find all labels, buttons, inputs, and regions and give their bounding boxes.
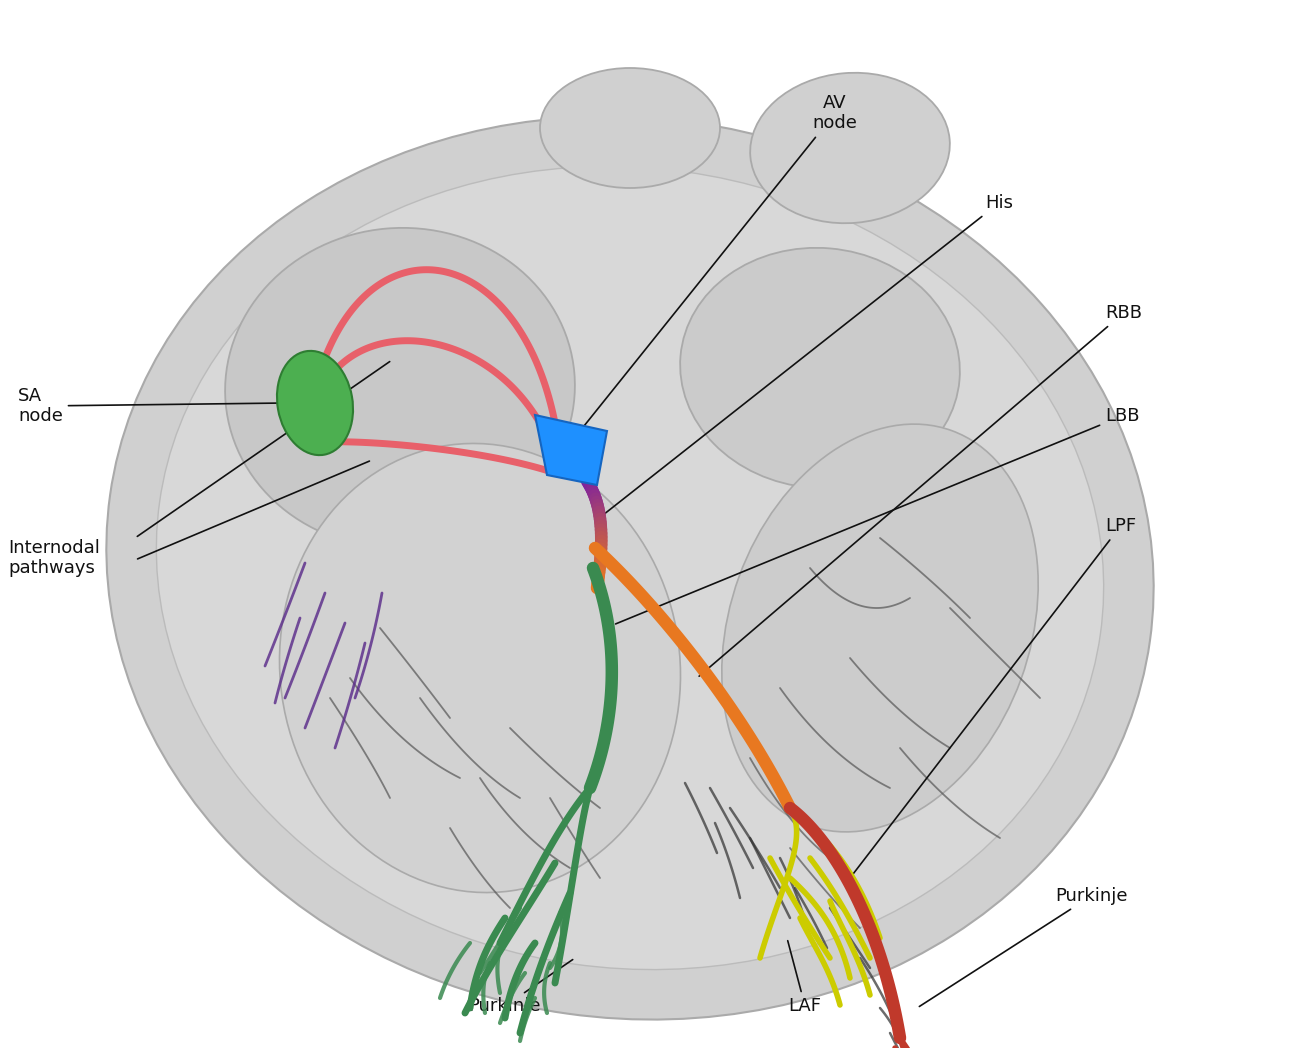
Ellipse shape <box>106 116 1154 1020</box>
Text: Purkinje: Purkinje <box>469 960 572 1016</box>
Ellipse shape <box>540 68 720 188</box>
Ellipse shape <box>156 167 1104 969</box>
Text: LAF: LAF <box>788 941 822 1016</box>
Text: SA
node: SA node <box>18 387 282 425</box>
Text: LBB: LBB <box>616 407 1140 624</box>
Polygon shape <box>534 415 607 485</box>
Text: AV
node: AV node <box>582 93 857 429</box>
Text: LPF: LPF <box>852 517 1136 876</box>
Text: Purkinje: Purkinje <box>919 887 1128 1006</box>
Ellipse shape <box>280 443 680 893</box>
Text: Internodal
pathways: Internodal pathways <box>8 539 100 577</box>
Ellipse shape <box>680 247 960 488</box>
Text: His: His <box>605 194 1014 514</box>
Ellipse shape <box>722 424 1039 832</box>
Ellipse shape <box>225 227 575 548</box>
Ellipse shape <box>750 72 949 223</box>
Ellipse shape <box>277 351 353 455</box>
Text: RBB: RBB <box>699 304 1142 676</box>
